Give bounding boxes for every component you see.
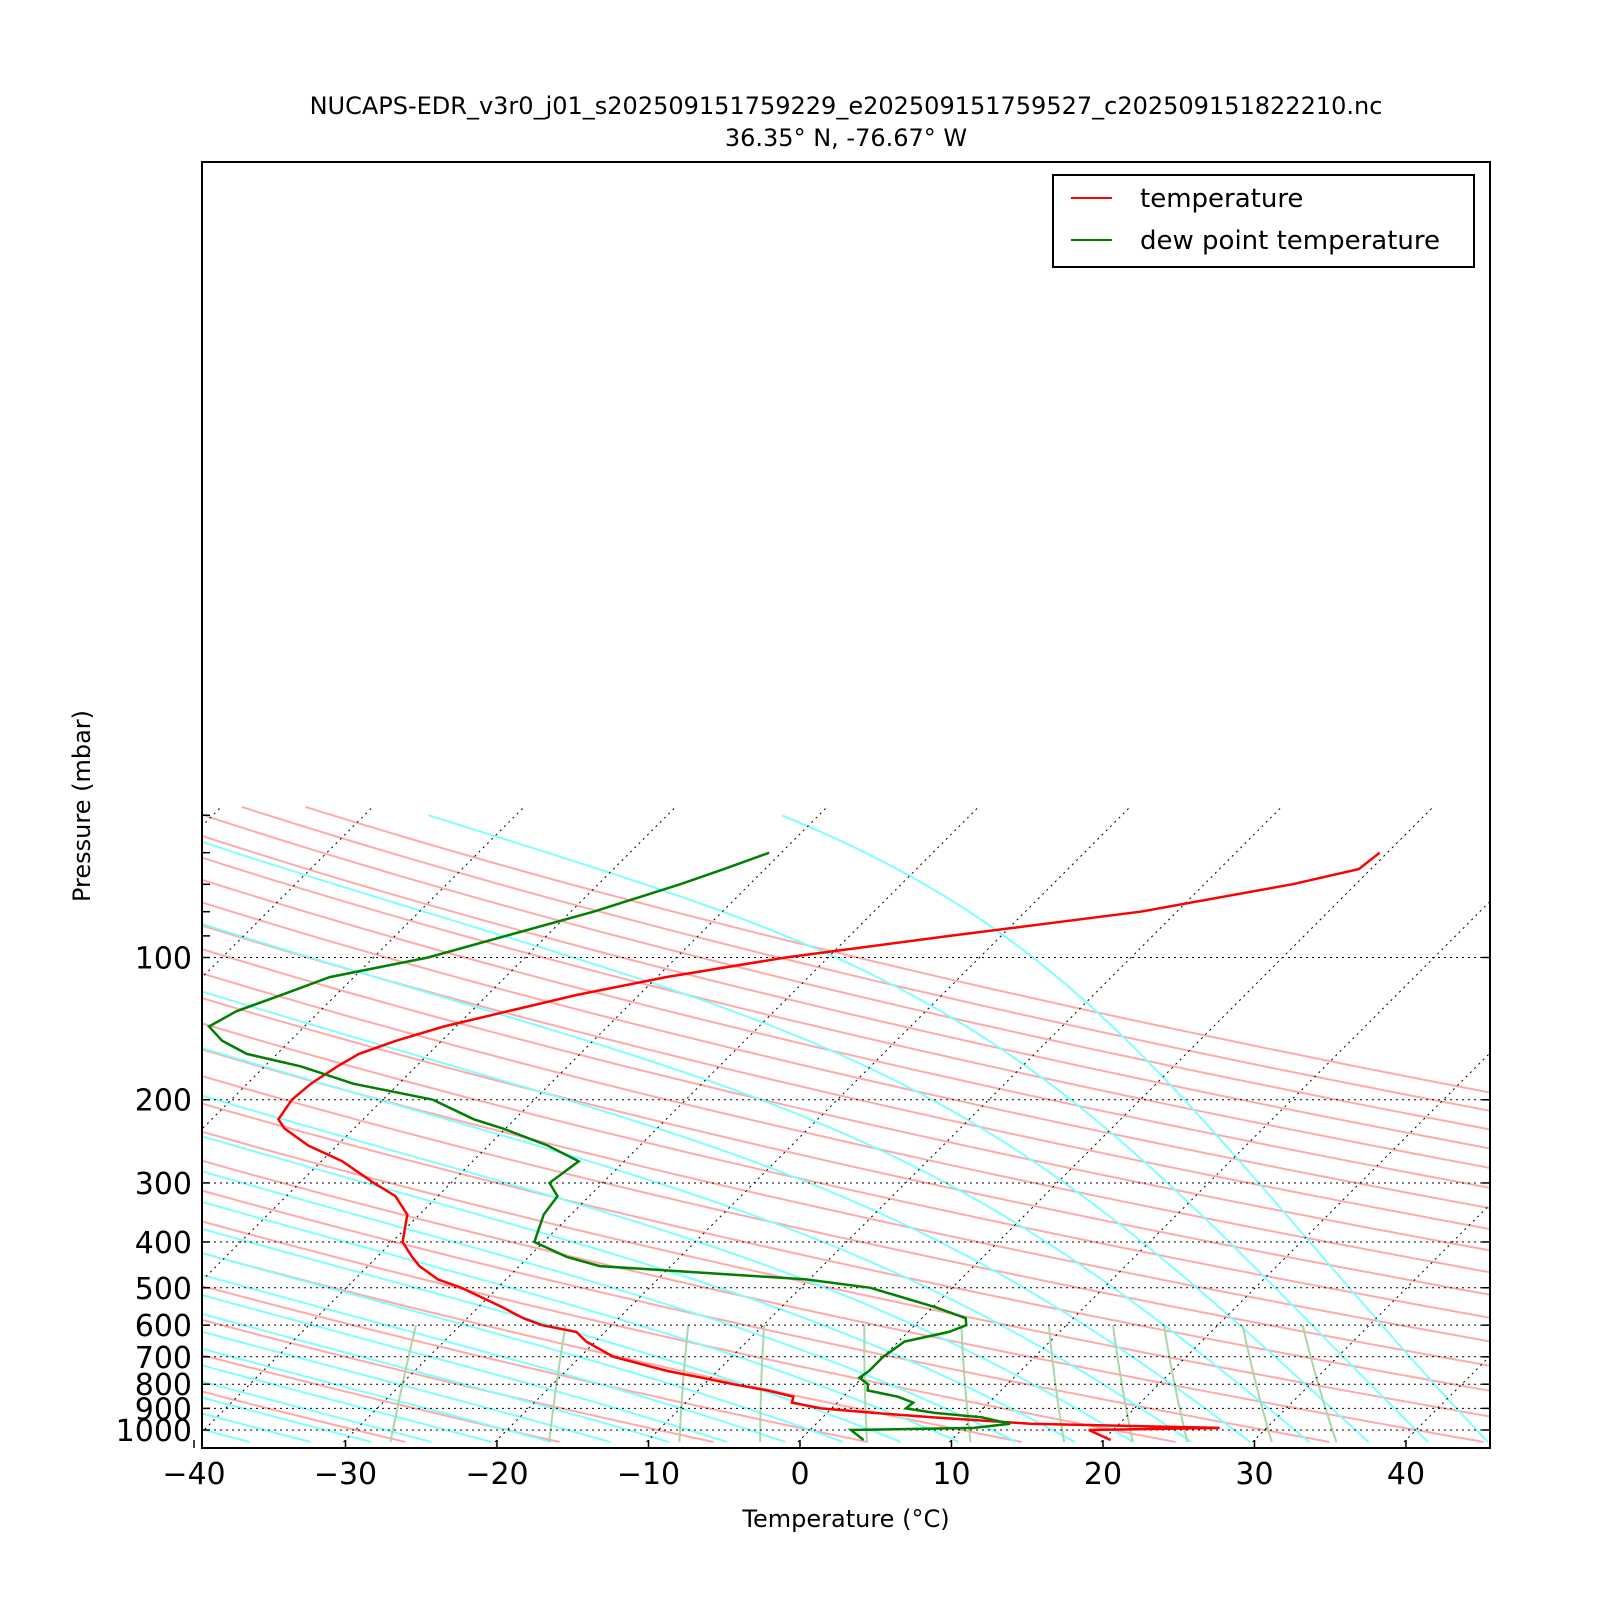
x-tick-label: −40 xyxy=(162,1457,225,1492)
isotherm-gridline xyxy=(192,807,827,1442)
y-tick-label: 100 xyxy=(135,942,192,977)
chart-subtitle: 36.35° N, -76.67° W xyxy=(725,124,967,152)
legend-label-dewpoint: dew point temperature xyxy=(1140,226,1440,256)
moist-adiabat xyxy=(0,815,432,1442)
y-tick-label: 600 xyxy=(135,1309,192,1344)
y-axis-label: Pressure (mbar) xyxy=(68,710,96,902)
legend: temperature dew point temperature xyxy=(1053,175,1474,267)
dry-adiabat xyxy=(0,807,868,1442)
x-tick-label: 0 xyxy=(790,1457,809,1492)
isotherm-gridline xyxy=(1404,807,1600,1442)
chart-title: NUCAPS-EDR_v3r0_j01_s202509151759229_e20… xyxy=(310,92,1383,120)
x-tick-label: −30 xyxy=(314,1457,377,1492)
dry-adiabat xyxy=(242,807,1600,1442)
isotherm-gridline xyxy=(1253,807,1600,1442)
moist-adiabat xyxy=(0,815,1309,1442)
x-tick-label: −20 xyxy=(465,1457,528,1492)
y-tick-label: 300 xyxy=(135,1167,192,1202)
mixing-ratio-line xyxy=(961,1325,970,1442)
y-tick-label: 500 xyxy=(135,1272,192,1307)
axis-ticks xyxy=(194,815,1490,1448)
isotherm-gridline xyxy=(495,807,1130,1442)
x-tick-label: −10 xyxy=(617,1457,680,1492)
mixing-ratio-line xyxy=(679,1325,688,1442)
x-tick-label: 10 xyxy=(932,1457,970,1492)
x-tick-label: 30 xyxy=(1235,1457,1273,1492)
isotherm-gridline xyxy=(0,807,70,1442)
dry-adiabat xyxy=(0,807,1330,1442)
y-tick-label: 1000 xyxy=(116,1414,192,1449)
background-lines xyxy=(0,807,1600,1442)
dry-adiabat xyxy=(115,807,1600,1442)
legend-label-temperature: temperature xyxy=(1140,184,1303,214)
isotherm-gridline xyxy=(1101,807,1600,1442)
x-tick-label: 20 xyxy=(1084,1457,1122,1492)
y-tick-label: 200 xyxy=(135,1084,192,1119)
temperature-line xyxy=(278,853,1379,1440)
x-tick-label: 40 xyxy=(1387,1457,1425,1492)
moist-adiabat xyxy=(0,815,727,1442)
isotherm-gridline xyxy=(1556,807,1600,1442)
y-tick-label: 400 xyxy=(135,1226,192,1261)
moist-adiabat xyxy=(0,815,669,1442)
series-lines xyxy=(209,853,1380,1440)
mixing-ratio-line xyxy=(1243,1325,1272,1442)
dry-adiabat xyxy=(0,807,714,1442)
x-axis-label: Temperature (°C) xyxy=(741,1505,949,1533)
mixing-ratio-line xyxy=(760,1325,764,1442)
moist-adiabat xyxy=(0,815,250,1442)
